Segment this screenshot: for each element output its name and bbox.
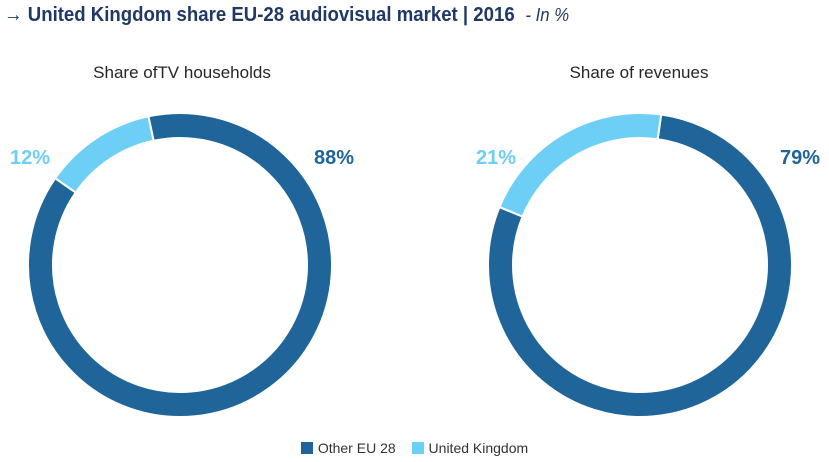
legend-item-other-eu: Other EU 28 xyxy=(300,440,396,456)
legend-label-other-eu: Other EU 28 xyxy=(317,440,396,456)
legend-swatch-other-eu xyxy=(300,442,313,454)
legend-label-uk: United Kingdom xyxy=(428,440,529,456)
donut-chart-tv-households xyxy=(27,112,333,418)
donut-chart-revenues xyxy=(487,112,793,418)
slice-label-uk-tv: 12% xyxy=(10,147,51,169)
slice-other-eu xyxy=(487,113,793,418)
slice-other-eu xyxy=(27,112,333,418)
legend-item-uk: United Kingdom xyxy=(411,440,529,456)
title-text: United Kingdom share EU-28 audiovisual m… xyxy=(27,4,515,26)
slice-label-uk-revenues: 21% xyxy=(476,147,517,169)
slice-label-other-tv: 88% xyxy=(314,147,355,169)
chart-title-tv-households: Share ofTV households xyxy=(93,63,271,82)
chart-legend: Other EU 28 United Kingdom xyxy=(0,440,829,457)
arrow-icon: → xyxy=(4,4,23,26)
slice-united-kingdom xyxy=(53,115,155,194)
page-title: → United Kingdom share EU-28 audiovisual… xyxy=(4,2,569,28)
chart-title-revenues: Share of revenues xyxy=(569,63,709,82)
slice-label-other-revenues: 79% xyxy=(780,147,821,169)
slice-united-kingdom xyxy=(498,112,663,218)
title-unit: - In % xyxy=(525,5,570,25)
legend-swatch-uk xyxy=(411,442,424,454)
